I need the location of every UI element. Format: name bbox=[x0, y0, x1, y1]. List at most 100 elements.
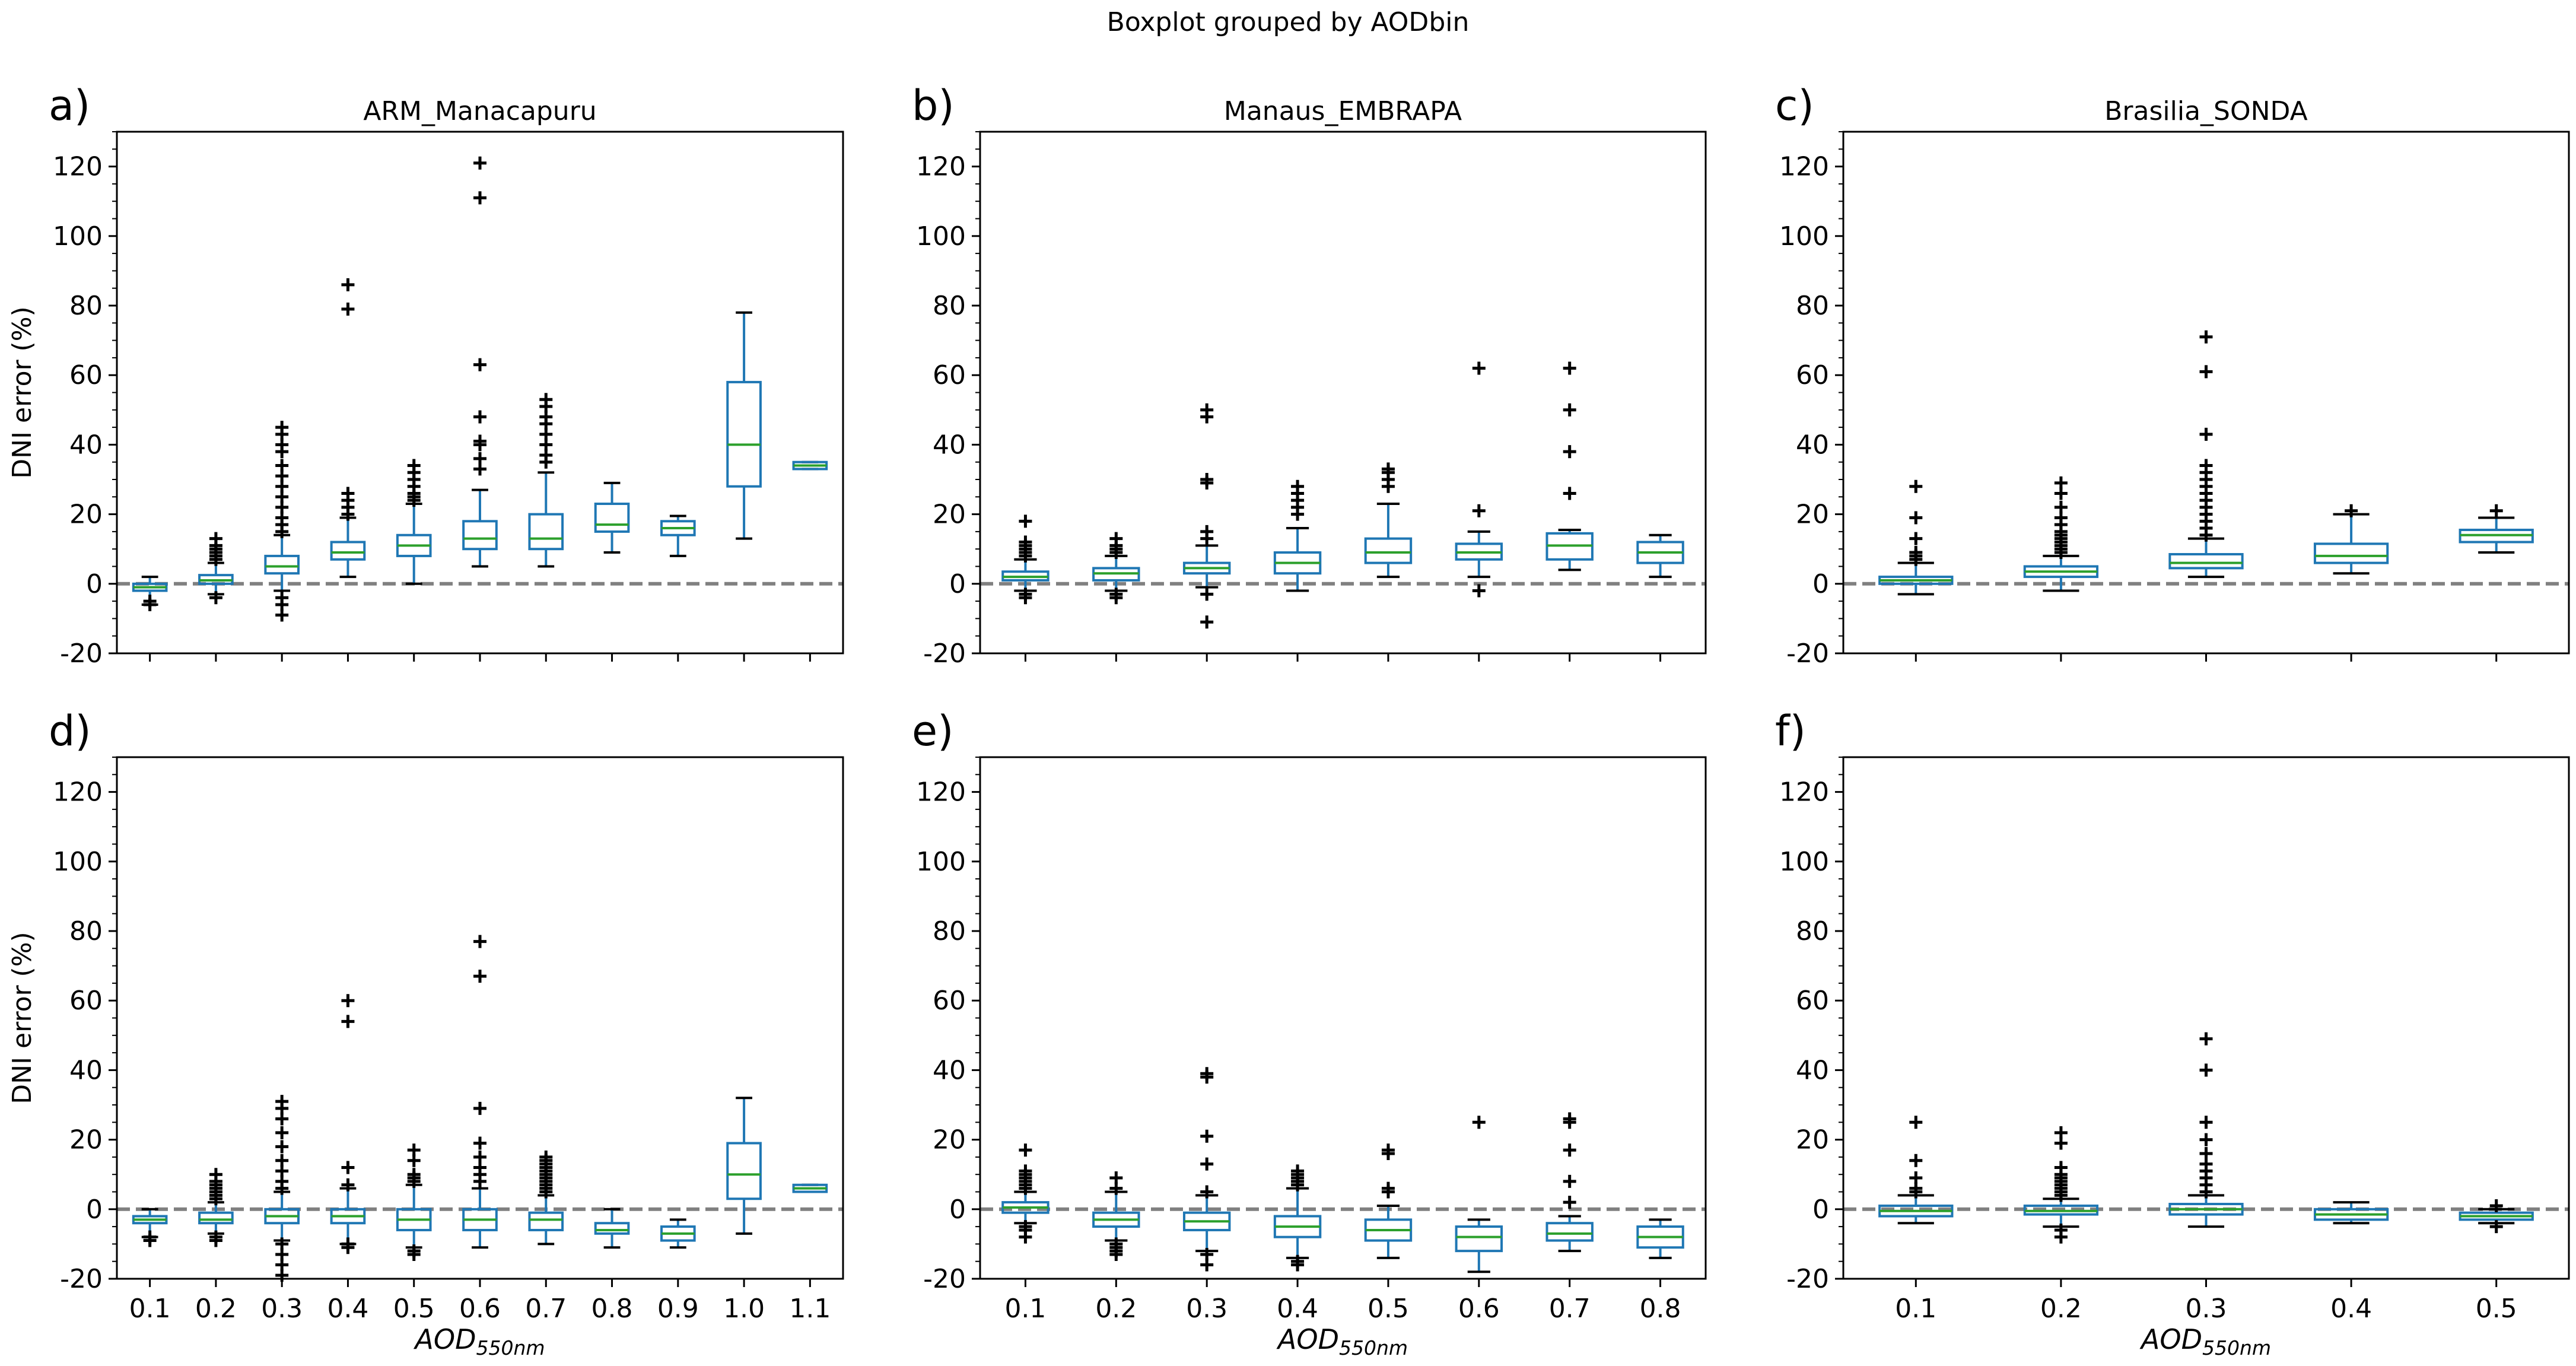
box-0.6 bbox=[1455, 1116, 1503, 1273]
y-tick-label: 120 bbox=[916, 777, 966, 808]
flier-point bbox=[1019, 1164, 1032, 1178]
box-iqr bbox=[2168, 552, 2244, 570]
box-0.8 bbox=[594, 481, 630, 554]
flier-point bbox=[275, 1154, 289, 1167]
box-1.1 bbox=[792, 460, 828, 471]
y-tick-label: 20 bbox=[933, 1125, 966, 1155]
flier-point bbox=[2199, 1063, 2213, 1077]
box-0.4 bbox=[330, 994, 366, 1254]
box-0.2 bbox=[1092, 532, 1140, 605]
flier-point bbox=[2054, 1230, 2068, 1244]
box-iqr bbox=[528, 1211, 564, 1231]
box-0.8 bbox=[1636, 533, 1684, 579]
flier-point bbox=[1472, 504, 1486, 517]
box-iqr bbox=[726, 380, 762, 488]
y-tick-label: 0 bbox=[1812, 569, 1829, 599]
box-0.4 bbox=[2313, 504, 2389, 575]
y-tick-label: 60 bbox=[69, 360, 103, 390]
flier-point bbox=[1109, 1247, 1123, 1261]
box-0.5 bbox=[396, 459, 432, 585]
panel-title: Brasilia_SONDA bbox=[2104, 96, 2307, 126]
flier-point bbox=[1381, 462, 1395, 476]
flier-point bbox=[473, 1150, 486, 1164]
box-iqr bbox=[330, 541, 366, 561]
plot-frame bbox=[116, 756, 844, 1280]
y-tick-label: 60 bbox=[1796, 986, 1829, 1016]
flier-point bbox=[341, 302, 355, 316]
flier-point bbox=[1563, 1143, 1576, 1157]
flier-point bbox=[407, 459, 421, 472]
x-tick-label: 1.0 bbox=[723, 1294, 765, 1324]
flier-point bbox=[1563, 1196, 1576, 1209]
flier-point bbox=[407, 1168, 421, 1181]
y-tick-label: -20 bbox=[1786, 1264, 1829, 1294]
panel-letter: a) bbox=[49, 81, 90, 130]
y-tick-label: 60 bbox=[933, 360, 966, 390]
x-tick-label: 0.6 bbox=[1458, 1294, 1500, 1324]
flier-point bbox=[209, 591, 222, 605]
flier-point bbox=[1200, 587, 1214, 601]
flier-point bbox=[473, 1136, 486, 1150]
box-0.1 bbox=[1001, 514, 1050, 605]
flier-point bbox=[341, 487, 355, 500]
flier-point bbox=[1563, 445, 1576, 459]
box-0.3 bbox=[2168, 330, 2244, 579]
y-tick-label: 60 bbox=[69, 986, 103, 1016]
flier-point bbox=[2199, 365, 2213, 379]
box-iqr bbox=[528, 513, 564, 551]
flier-point bbox=[209, 532, 222, 545]
box-0.3 bbox=[264, 421, 300, 622]
flier-point bbox=[1472, 584, 1486, 598]
y-tick-label: -20 bbox=[923, 638, 966, 669]
flier-point bbox=[2054, 476, 2068, 490]
y-tick-label: 0 bbox=[949, 569, 966, 599]
y-tick-label: -20 bbox=[1786, 638, 1829, 669]
box-0.7 bbox=[1545, 361, 1594, 571]
flier-point bbox=[473, 1101, 486, 1115]
panel-letter: b) bbox=[912, 81, 955, 130]
y-axis-label: DNI error (%) bbox=[7, 306, 37, 478]
flier-point bbox=[1381, 1181, 1395, 1195]
box-0.9 bbox=[660, 1218, 696, 1249]
flier-point bbox=[143, 1234, 157, 1247]
x-tick-label: 0.7 bbox=[525, 1294, 567, 1324]
flier-point bbox=[407, 1143, 421, 1157]
flier-point bbox=[1200, 1129, 1214, 1143]
x-tick-label: 0.5 bbox=[393, 1294, 435, 1324]
plot-frame bbox=[1842, 756, 2570, 1280]
x-axis-label: AOD550nm bbox=[1276, 1323, 1408, 1359]
y-tick-label: 80 bbox=[1796, 291, 1829, 321]
flier-point bbox=[2199, 459, 2213, 472]
flier-point bbox=[2489, 1220, 2503, 1234]
box-0.6 bbox=[462, 935, 498, 1249]
x-tick-label: 0.2 bbox=[195, 1294, 237, 1324]
flier-point bbox=[209, 1168, 222, 1181]
panel-letter: c) bbox=[1775, 81, 1814, 130]
flier-point bbox=[1909, 546, 1923, 560]
box-0.4 bbox=[2313, 1201, 2389, 1225]
flier-point bbox=[1563, 487, 1576, 500]
x-tick-label: 0.3 bbox=[2186, 1294, 2227, 1324]
y-tick-label: 20 bbox=[69, 1125, 103, 1155]
x-tick-label: 0.1 bbox=[1004, 1294, 1046, 1324]
plot-frame bbox=[979, 756, 1707, 1280]
box-0.6 bbox=[1455, 361, 1503, 598]
flier-point bbox=[1472, 1116, 1486, 1129]
panel-title: Manaus_EMBRAPA bbox=[1224, 96, 1462, 126]
flier-point bbox=[473, 935, 486, 948]
x-tick-label: 0.4 bbox=[327, 1294, 368, 1324]
flier-point bbox=[473, 452, 486, 465]
flier-point bbox=[1563, 403, 1576, 417]
box-0.5 bbox=[1364, 1143, 1413, 1259]
box-iqr bbox=[1455, 1225, 1503, 1253]
box-0.5 bbox=[1364, 462, 1413, 579]
panel-f: -20 0 20 40 60 80 100 120 0.1 0.2 0.3 0.4 0.5 f) AOD55… bbox=[1775, 707, 2570, 1359]
flier-point bbox=[539, 1150, 553, 1164]
y-tick-label: 100 bbox=[53, 221, 103, 252]
flier-point bbox=[275, 1095, 289, 1108]
flier-point bbox=[341, 278, 355, 291]
flier-point bbox=[341, 1161, 355, 1174]
box-iqr bbox=[1545, 1222, 1594, 1242]
box-iqr bbox=[594, 503, 630, 533]
